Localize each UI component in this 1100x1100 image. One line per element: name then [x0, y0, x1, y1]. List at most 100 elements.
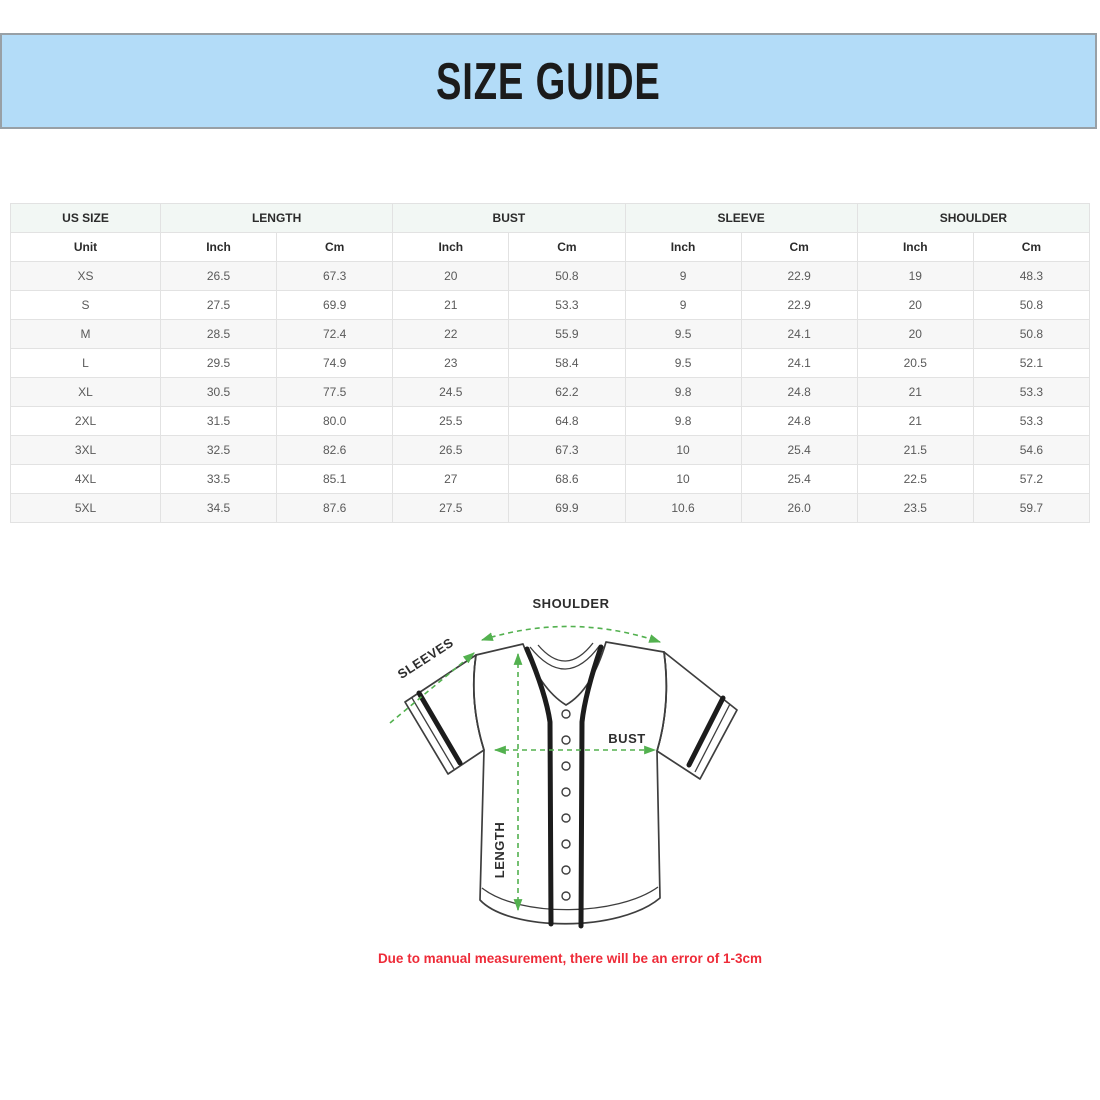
measurement-cell: 58.4: [508, 348, 626, 378]
measurement-cell: 20: [856, 319, 974, 349]
measurement-cell: 34.5: [159, 493, 278, 523]
unit-header-cell: Inch: [392, 232, 510, 262]
jersey-cuff-stripe-left: [416, 690, 463, 766]
measurement-cell: 19: [856, 261, 974, 291]
measurement-cell: 21.5: [856, 435, 974, 465]
jersey-cuff-stripe-right: [686, 695, 726, 768]
measurement-cell: 22: [392, 319, 510, 349]
size-cell: 3XL: [10, 435, 161, 465]
table-row: M 28.5 72.4 22 55.9 9.5 24.1 20 50.8: [10, 319, 1091, 349]
sleeves-arrow: [389, 652, 475, 724]
measurement-cell: 23.5: [856, 493, 974, 523]
measurement-cell: 25.5: [392, 406, 510, 436]
measurement-cell: 85.1: [276, 464, 394, 494]
size-cell: XL: [10, 377, 161, 407]
unit-header-cell: Cm: [972, 232, 1091, 262]
size-chart-table: US SIZE LENGTH BUST SLEEVE SHOULDER Unit Inch C…: [10, 203, 1091, 523]
size-cell: XS: [10, 261, 161, 291]
size-cell: L: [10, 348, 161, 378]
measurement-cell: 27.5: [159, 290, 278, 320]
measurement-cell: 53.3: [972, 377, 1091, 407]
measurement-cell: 10.6: [624, 493, 742, 523]
measurement-cell: 57.2: [972, 464, 1091, 494]
measurement-cell: 29.5: [159, 348, 278, 378]
measurement-cell: 27.5: [392, 493, 510, 523]
measurement-cell: 20.5: [856, 348, 974, 378]
measurement-cell: 22.9: [740, 261, 858, 291]
measurement-cell: 26.0: [740, 493, 858, 523]
size-cell: 2XL: [10, 406, 161, 436]
measurement-cell: 20: [856, 290, 974, 320]
measurement-cell: 33.5: [159, 464, 278, 494]
measurement-cell: 28.5: [159, 319, 278, 349]
size-cell: S: [10, 290, 161, 320]
jersey-cuff-line-right: [694, 703, 731, 773]
column-group-row: US SIZE LENGTH BUST SLEEVE SHOULDER: [10, 203, 1091, 233]
measurement-cell: 32.5: [159, 435, 278, 465]
measurement-cell: 50.8: [972, 290, 1091, 320]
jersey-armhole-seam-left: [472, 654, 485, 751]
measurement-cell: 9.5: [624, 348, 742, 378]
measurement-cell: 69.9: [276, 290, 394, 320]
measurement-cell: 9.5: [624, 319, 742, 349]
measurement-cell: 77.5: [276, 377, 394, 407]
unit-header-cell: Inch: [159, 232, 278, 262]
measurement-cell: 22.9: [740, 290, 858, 320]
measurement-cell: 24.1: [740, 348, 858, 378]
unit-row: Unit Inch Cm Inch Cm Inch Cm Inch Cm: [10, 232, 1091, 262]
measurement-cell: 21: [856, 377, 974, 407]
jersey-outline: [404, 641, 738, 929]
measurement-cell: 87.6: [276, 493, 394, 523]
table-row: 3XL 32.5 82.6 26.5 67.3 10 25.4 21.5 54.6: [10, 435, 1091, 465]
measurement-cell: 21: [392, 290, 510, 320]
measurement-cell: 53.3: [508, 290, 626, 320]
jersey-torso: [472, 641, 668, 925]
measurement-cell: 50.8: [508, 261, 626, 291]
table-row: 2XL 31.5 80.0 25.5 64.8 9.8 24.8 21 53.3: [10, 406, 1091, 436]
table-row: L 29.5 74.9 23 58.4 9.5 24.1 20.5 52.1: [10, 348, 1091, 378]
shoulder-arrow: [480, 625, 662, 643]
measurement-cell: 26.5: [392, 435, 510, 465]
table-row: S 27.5 69.9 21 53.3 9 22.9 20 50.8: [10, 290, 1091, 320]
unit-header-cell: Cm: [276, 232, 394, 262]
measurement-cell: 22.5: [856, 464, 974, 494]
measurement-cell: 24.1: [740, 319, 858, 349]
jersey-right-sleeve: [656, 651, 738, 780]
measurement-cell: 26.5: [159, 261, 278, 291]
measurement-cell: 25.4: [740, 435, 858, 465]
measurement-cell: 68.6: [508, 464, 626, 494]
measurement-cell: 53.3: [972, 406, 1091, 436]
size-chart-header: US SIZE LENGTH BUST SLEEVE SHOULDER Unit Inch C…: [10, 203, 1091, 262]
shoulder-label: SHOULDER: [533, 596, 610, 611]
table-row: 4XL 33.5 85.1 27 68.6 10 25.4 22.5 57.2: [10, 464, 1091, 494]
page-title: SIZE GUIDE: [436, 51, 661, 111]
unit-header-cell: Cm: [508, 232, 626, 262]
measurement-cell: 50.8: [972, 319, 1091, 349]
measurement-cell: 55.9: [508, 319, 626, 349]
measurement-cell: 9.8: [624, 377, 742, 407]
measurement-cell: 21: [856, 406, 974, 436]
unit-header-cell: Cm: [740, 232, 858, 262]
measurement-cell: 74.9: [276, 348, 394, 378]
size-cell: 4XL: [10, 464, 161, 494]
unit-header-cell: Unit: [10, 232, 161, 262]
measurement-cell: 62.2: [508, 377, 626, 407]
size-chart-body: XS 26.5 67.3 20 50.8 9 22.9 19 48.3 S 27.5 69.9 21 53…: [10, 261, 1091, 523]
column-group-header: SLEEVE: [624, 203, 858, 233]
unit-header-cell: Inch: [624, 232, 742, 262]
measurement-cell: 9: [624, 261, 742, 291]
measurement-cell: 23: [392, 348, 510, 378]
measurement-cell: 27: [392, 464, 510, 494]
measurement-cell: 67.3: [276, 261, 394, 291]
jersey-left-sleeve: [404, 654, 485, 775]
table-row: XL 30.5 77.5 24.5 62.2 9.8 24.8 21 53.3: [10, 377, 1091, 407]
measurement-cell: 48.3: [972, 261, 1091, 291]
unit-header-cell: Inch: [856, 232, 974, 262]
measurement-cell: 72.4: [276, 319, 394, 349]
jersey-buttons: [561, 709, 571, 901]
measurement-note: Due to manual measurement, there will be…: [377, 951, 763, 966]
measurement-cell: 9.8: [624, 406, 742, 436]
measurement-cell: 64.8: [508, 406, 626, 436]
jersey-placket-trim-left: [524, 646, 554, 927]
jersey-placket-trim-right: [578, 644, 604, 929]
